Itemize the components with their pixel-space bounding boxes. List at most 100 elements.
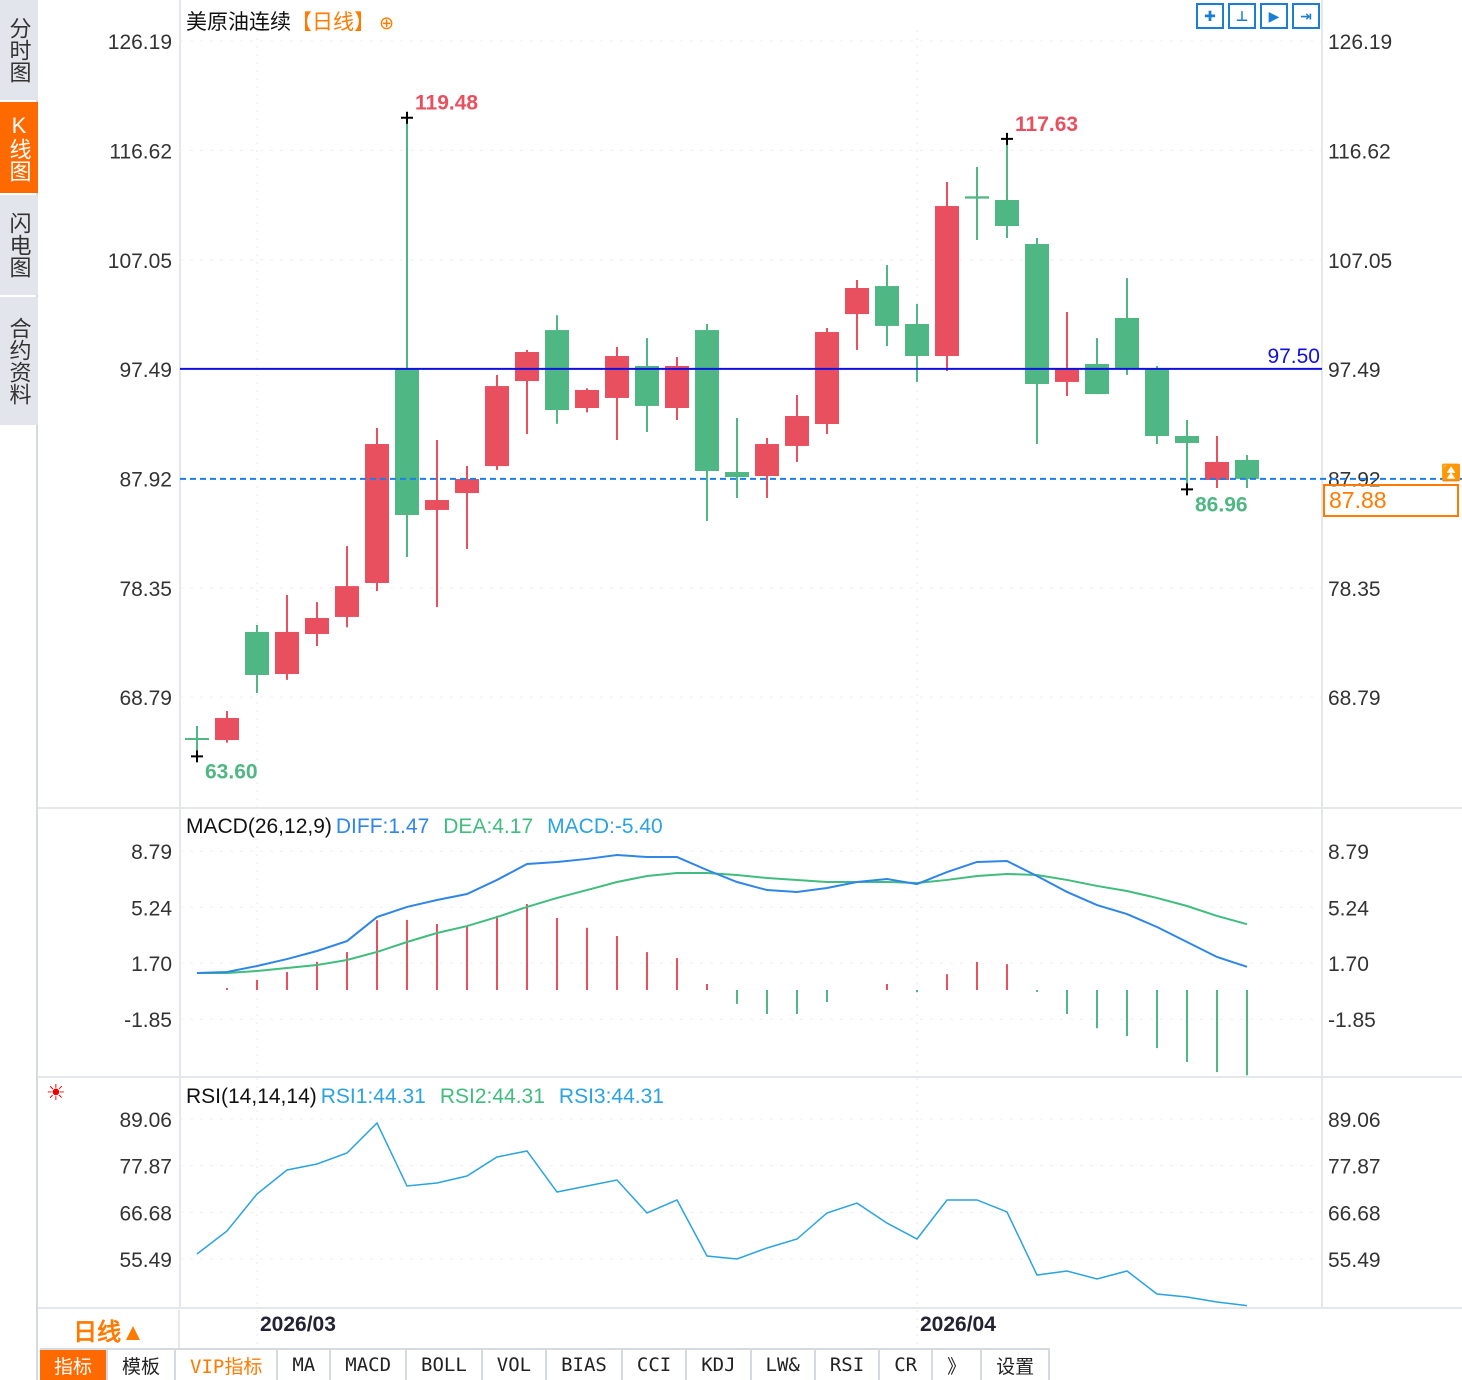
rsi-line	[196, 1121, 1248, 1307]
candle-body	[1145, 368, 1169, 437]
tab-rsi[interactable]: RSI	[816, 1350, 881, 1380]
indicator-tabs: 指标 模板 VIP指标 MA MACD BOLL VOL BIAS CCI KD…	[40, 1348, 1051, 1380]
extreme-marker	[1181, 483, 1193, 496]
period-selector[interactable]: 日线▲	[40, 1310, 180, 1348]
candle-body	[185, 738, 209, 741]
candle-body	[1205, 461, 1229, 481]
tab-ma[interactable]: MA	[278, 1350, 332, 1380]
sidebar-tab-contract-info[interactable]: 合约资料	[0, 297, 38, 425]
candle-body	[275, 631, 299, 674]
y-tick-label-left: 87.92	[119, 468, 172, 491]
extreme-label: 63.60	[205, 760, 258, 783]
rsi-legend: RSI(14,14,14) RSI1:44.31 RSI2:44.31 RSI3:44…	[186, 1085, 678, 1109]
settings-sun-icon[interactable]: ☀	[46, 1080, 66, 1105]
y-tick-label-right: 55.49	[1328, 1249, 1381, 1272]
tab-vip-indicators[interactable]: VIP指标	[176, 1350, 279, 1380]
tab-indicators[interactable]: 指标	[40, 1350, 109, 1380]
y-tick-label-right: 1.70	[1328, 953, 1369, 976]
y-tick-label-right: 107.05	[1328, 250, 1392, 273]
candle-body	[365, 444, 389, 584]
candle-body	[455, 478, 479, 494]
extreme-marker	[1001, 132, 1013, 145]
diff-line	[196, 853, 1248, 974]
tab-cci[interactable]: CCI	[623, 1350, 688, 1380]
zoom-start-icon[interactable]: ⊥	[1228, 3, 1256, 29]
y-tick-label-left: 97.49	[119, 359, 172, 382]
candle-body	[875, 286, 899, 326]
y-tick-label-right: 66.68	[1328, 1202, 1381, 1225]
y-tick-label-left: 66.68	[119, 1202, 172, 1225]
candle-body	[245, 631, 269, 676]
tab-boll[interactable]: BOLL	[407, 1350, 483, 1380]
macd-value: MACD:-5.40	[547, 815, 663, 838]
y-tick-label-right: 126.19	[1328, 31, 1392, 54]
tab-macd[interactable]: MACD	[331, 1350, 408, 1380]
candle-body	[335, 586, 359, 617]
candle-body	[665, 365, 689, 409]
y-tick-label-right: 77.87	[1328, 1156, 1381, 1179]
candle-body	[965, 196, 989, 199]
candle-body	[305, 617, 329, 634]
candle-body	[545, 330, 569, 411]
date-label: 2026/03	[260, 1313, 336, 1336]
goto-end-icon[interactable]: ⇥	[1292, 3, 1320, 29]
candle-body	[905, 324, 929, 357]
add-icon[interactable]: ⊕	[379, 13, 395, 33]
y-tick-label-right: -1.85	[1328, 1009, 1376, 1032]
candle-body	[1115, 317, 1139, 369]
crosshair-icon[interactable]: ✚	[1196, 3, 1224, 29]
extreme-marker	[191, 750, 203, 763]
y-tick-label-right: 116.62	[1328, 140, 1391, 163]
macd-title: MACD(26,12,9)	[186, 815, 332, 838]
tab-more[interactable]: 》	[933, 1350, 983, 1380]
candle-body	[1235, 460, 1259, 479]
candle-body	[635, 365, 659, 406]
candle-body	[215, 717, 239, 741]
play-icon[interactable]: ▶	[1260, 3, 1288, 29]
tab-templates[interactable]: 模板	[108, 1350, 177, 1380]
candle-body	[935, 206, 959, 357]
macd-legend: MACD(26,12,9) DIFF:1.47 DEA:4.17 MACD:-5.40	[186, 815, 677, 839]
tab-bias[interactable]: BIAS	[547, 1350, 623, 1380]
y-tick-label-left: -1.85	[124, 1009, 172, 1032]
macd-diff: DIFF:1.47	[335, 815, 430, 838]
y-tick-label-left: 78.35	[119, 578, 172, 601]
y-tick-label-left: 116.62	[109, 140, 172, 163]
y-tick-label-right: 89.06	[1328, 1109, 1381, 1132]
macd-dea: DEA:4.17	[443, 815, 534, 838]
y-tick-label-left: 5.24	[131, 897, 172, 920]
tab-vol[interactable]: VOL	[483, 1350, 548, 1380]
sidebar-tab-flash[interactable]: 闪电图	[0, 195, 38, 295]
dea-line	[197, 871, 1248, 974]
tab-lwr[interactable]: LW&	[752, 1350, 816, 1380]
y-tick-label-left: 68.79	[119, 687, 172, 710]
tab-kdj[interactable]: KDJ	[687, 1350, 752, 1380]
candle-body	[695, 330, 719, 471]
chart-title: 美原油连续【日线】 ⊕	[186, 6, 394, 36]
rsi-title: RSI(14,14,14)	[186, 1085, 317, 1108]
y-tick-label-right: 8.79	[1328, 841, 1369, 864]
date-label: 2026/04	[920, 1313, 996, 1336]
price-level-label: 97.50	[1267, 345, 1320, 368]
period-label[interactable]: 【日线】	[291, 11, 375, 34]
extreme-marker	[401, 111, 413, 124]
candle-body	[785, 416, 809, 446]
tab-settings[interactable]: 设置	[982, 1350, 1051, 1380]
y-tick-label-left: 55.49	[119, 1249, 172, 1272]
candle-body	[1175, 436, 1199, 443]
candle-body	[1055, 368, 1079, 382]
y-tick-label-left: 8.79	[131, 841, 172, 864]
sidebar-tab-timeshare[interactable]: 分时图	[0, 0, 38, 100]
tab-cr[interactable]: CR	[880, 1350, 934, 1380]
scroll-up-icon[interactable]: ⏫	[1441, 465, 1461, 482]
extreme-label: 117.63	[1015, 113, 1078, 136]
instrument-name: 美原油连续	[186, 11, 291, 34]
y-tick-label-left: 77.87	[119, 1156, 172, 1179]
candle-body	[725, 472, 749, 478]
sidebar-tab-kline[interactable]: K线图	[0, 102, 38, 193]
candle-body	[485, 386, 509, 467]
extreme-label: 119.48	[415, 92, 478, 115]
candle-body	[575, 389, 599, 409]
rsi3-value: RSI3:44.31	[558, 1085, 664, 1108]
